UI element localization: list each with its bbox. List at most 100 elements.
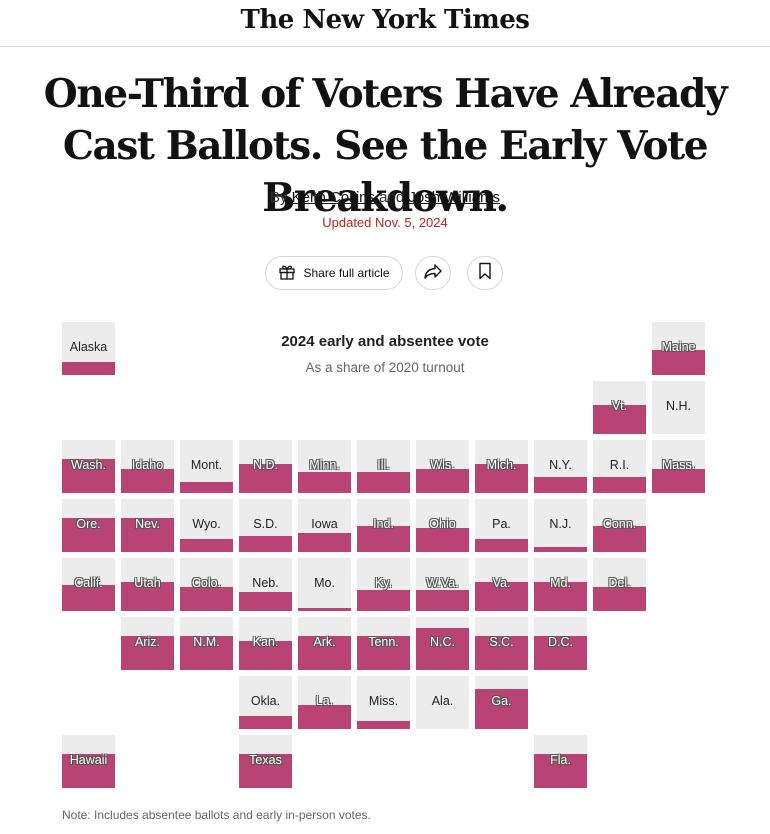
state-tile-ore[interactable]: Ore. — [62, 499, 115, 552]
state-tile-la[interactable]: La. — [298, 676, 351, 729]
state-tile-colo[interactable]: Colo. — [180, 558, 233, 611]
state-fill-bar — [534, 635, 587, 670]
state-fill-bar — [239, 592, 292, 611]
chart-title: 2024 early and absentee vote — [281, 333, 489, 350]
state-tile-ariz[interactable]: Ariz. — [121, 617, 174, 670]
save-bookmark-button[interactable] — [467, 256, 503, 290]
state-label: Mont. — [190, 458, 223, 472]
state-tile-ga[interactable]: Ga. — [475, 676, 528, 729]
state-label: Mich. — [486, 458, 517, 472]
state-tile-ky[interactable]: Ky. — [357, 558, 410, 611]
state-label: Wis. — [430, 458, 455, 472]
state-tile-sd[interactable]: S.D. — [239, 499, 292, 552]
state-tile-ill[interactable]: Ill. — [357, 440, 410, 493]
state-fill-bar — [180, 635, 233, 670]
state-tile-ri[interactable]: R.I. — [593, 440, 646, 493]
state-tile-mo[interactable]: Mo. — [298, 558, 351, 611]
state-tile-mich[interactable]: Mich. — [475, 440, 528, 493]
state-label: S.D. — [253, 517, 278, 531]
state-tile-ohio[interactable]: Ohio — [416, 499, 469, 552]
state-tile-pa[interactable]: Pa. — [475, 499, 528, 552]
state-tile-mont[interactable]: Mont. — [180, 440, 233, 493]
state-tile-wyo[interactable]: Wyo. — [180, 499, 233, 552]
state-tile-minn[interactable]: Minn. — [298, 440, 351, 493]
state-tile-okla[interactable]: Okla. — [239, 676, 292, 729]
state-fill-bar — [416, 469, 469, 493]
state-label: Fla. — [550, 753, 571, 767]
state-label: Okla. — [250, 694, 281, 708]
share-full-article-button[interactable]: Share full article — [265, 256, 403, 290]
state-tile-hawaii[interactable]: Hawaii — [62, 735, 115, 788]
state-tile-wva[interactable]: W.Va. — [416, 558, 469, 611]
updated-timestamp: Updated Nov. 5, 2024 — [322, 215, 448, 230]
state-label: Miss. — [368, 694, 399, 708]
state-label: Tenn. — [368, 635, 399, 649]
state-tile-iowa[interactable]: Iowa — [298, 499, 351, 552]
state-label: N.H. — [666, 399, 691, 413]
state-label: Ky. — [374, 576, 393, 590]
state-fill-bar — [652, 350, 705, 375]
state-tile-va[interactable]: Va. — [475, 558, 528, 611]
state-tile-dc[interactable]: D.C. — [534, 617, 587, 670]
state-tile-wis[interactable]: Wis. — [416, 440, 469, 493]
state-fill-bar — [357, 525, 410, 552]
state-tile-idaho[interactable]: Idaho — [121, 440, 174, 493]
state-tile-nj[interactable]: N.J. — [534, 499, 587, 552]
bookmark-icon — [478, 262, 492, 285]
state-label: Wyo. — [192, 517, 221, 531]
state-tile-ind[interactable]: Ind. — [357, 499, 410, 552]
state-label: Idaho — [131, 458, 164, 472]
chart-subtitle: As a share of 2020 turnout — [305, 360, 465, 375]
state-fill-bar — [475, 463, 528, 493]
state-label: Conn. — [602, 517, 637, 531]
state-tile-mass[interactable]: Mass. — [652, 440, 705, 493]
state-tile-del[interactable]: Del. — [593, 558, 646, 611]
state-tile-calif[interactable]: Calif. — [62, 558, 115, 611]
state-tile-alaska[interactable]: Alaska — [62, 322, 115, 375]
state-label: Ala. — [431, 694, 454, 708]
state-tile-tenn[interactable]: Tenn. — [357, 617, 410, 670]
state-fill-bar — [357, 721, 410, 729]
state-fill-bar — [180, 538, 233, 552]
state-label: Iowa — [311, 517, 338, 531]
share-forward-button[interactable] — [415, 256, 451, 290]
state-tile-ny[interactable]: N.Y. — [534, 440, 587, 493]
state-fill-bar — [652, 469, 705, 493]
state-tile-miss[interactable]: Miss. — [357, 676, 410, 729]
state-fill-bar — [239, 640, 292, 670]
state-fill-bar — [62, 753, 115, 788]
state-label: Ga. — [491, 694, 512, 708]
state-tile-nev[interactable]: Nev. — [121, 499, 174, 552]
state-label: Ariz. — [135, 635, 160, 649]
state-tile-utah[interactable]: Utah — [121, 558, 174, 611]
state-label: N.Y. — [549, 458, 572, 472]
state-tile-fla[interactable]: Fla. — [534, 735, 587, 788]
state-tile-wash[interactable]: Wash. — [62, 440, 115, 493]
state-fill-bar — [298, 608, 351, 611]
state-label: N.D. — [253, 458, 278, 472]
state-tile-nm[interactable]: N.M. — [180, 617, 233, 670]
state-tile-sc[interactable]: S.C. — [475, 617, 528, 670]
masthead: The New York Times — [0, 0, 770, 47]
state-tile-texas[interactable]: Texas — [239, 735, 292, 788]
state-tile-kan[interactable]: Kan. — [239, 617, 292, 670]
state-tile-vt[interactable]: Vt. — [593, 381, 646, 434]
state-tile-ark[interactable]: Ark. — [298, 617, 351, 670]
state-fill-bar — [62, 584, 115, 611]
author-link-keith-collins[interactable]: Keith Collins — [291, 189, 375, 206]
state-tile-nd[interactable]: N.D. — [239, 440, 292, 493]
state-tile-maine[interactable]: Maine — [652, 322, 705, 375]
state-fill-bar — [62, 517, 115, 552]
state-tile-neb[interactable]: Neb. — [239, 558, 292, 611]
state-tile-md[interactable]: Md. — [534, 558, 587, 611]
state-tile-ala[interactable]: Ala. — [416, 676, 469, 729]
state-label: Ohio — [429, 517, 456, 531]
state-fill-bar — [121, 517, 174, 552]
state-tile-nc[interactable]: N.C. — [416, 617, 469, 670]
state-label: Utah — [134, 576, 161, 590]
state-tile-nh[interactable]: N.H. — [652, 381, 705, 434]
nyt-logo[interactable]: The New York Times — [240, 5, 530, 35]
state-tile-conn[interactable]: Conn. — [593, 499, 646, 552]
author-link-josh-williams[interactable]: Josh Williams — [408, 189, 501, 206]
state-fill-bar — [475, 581, 528, 611]
